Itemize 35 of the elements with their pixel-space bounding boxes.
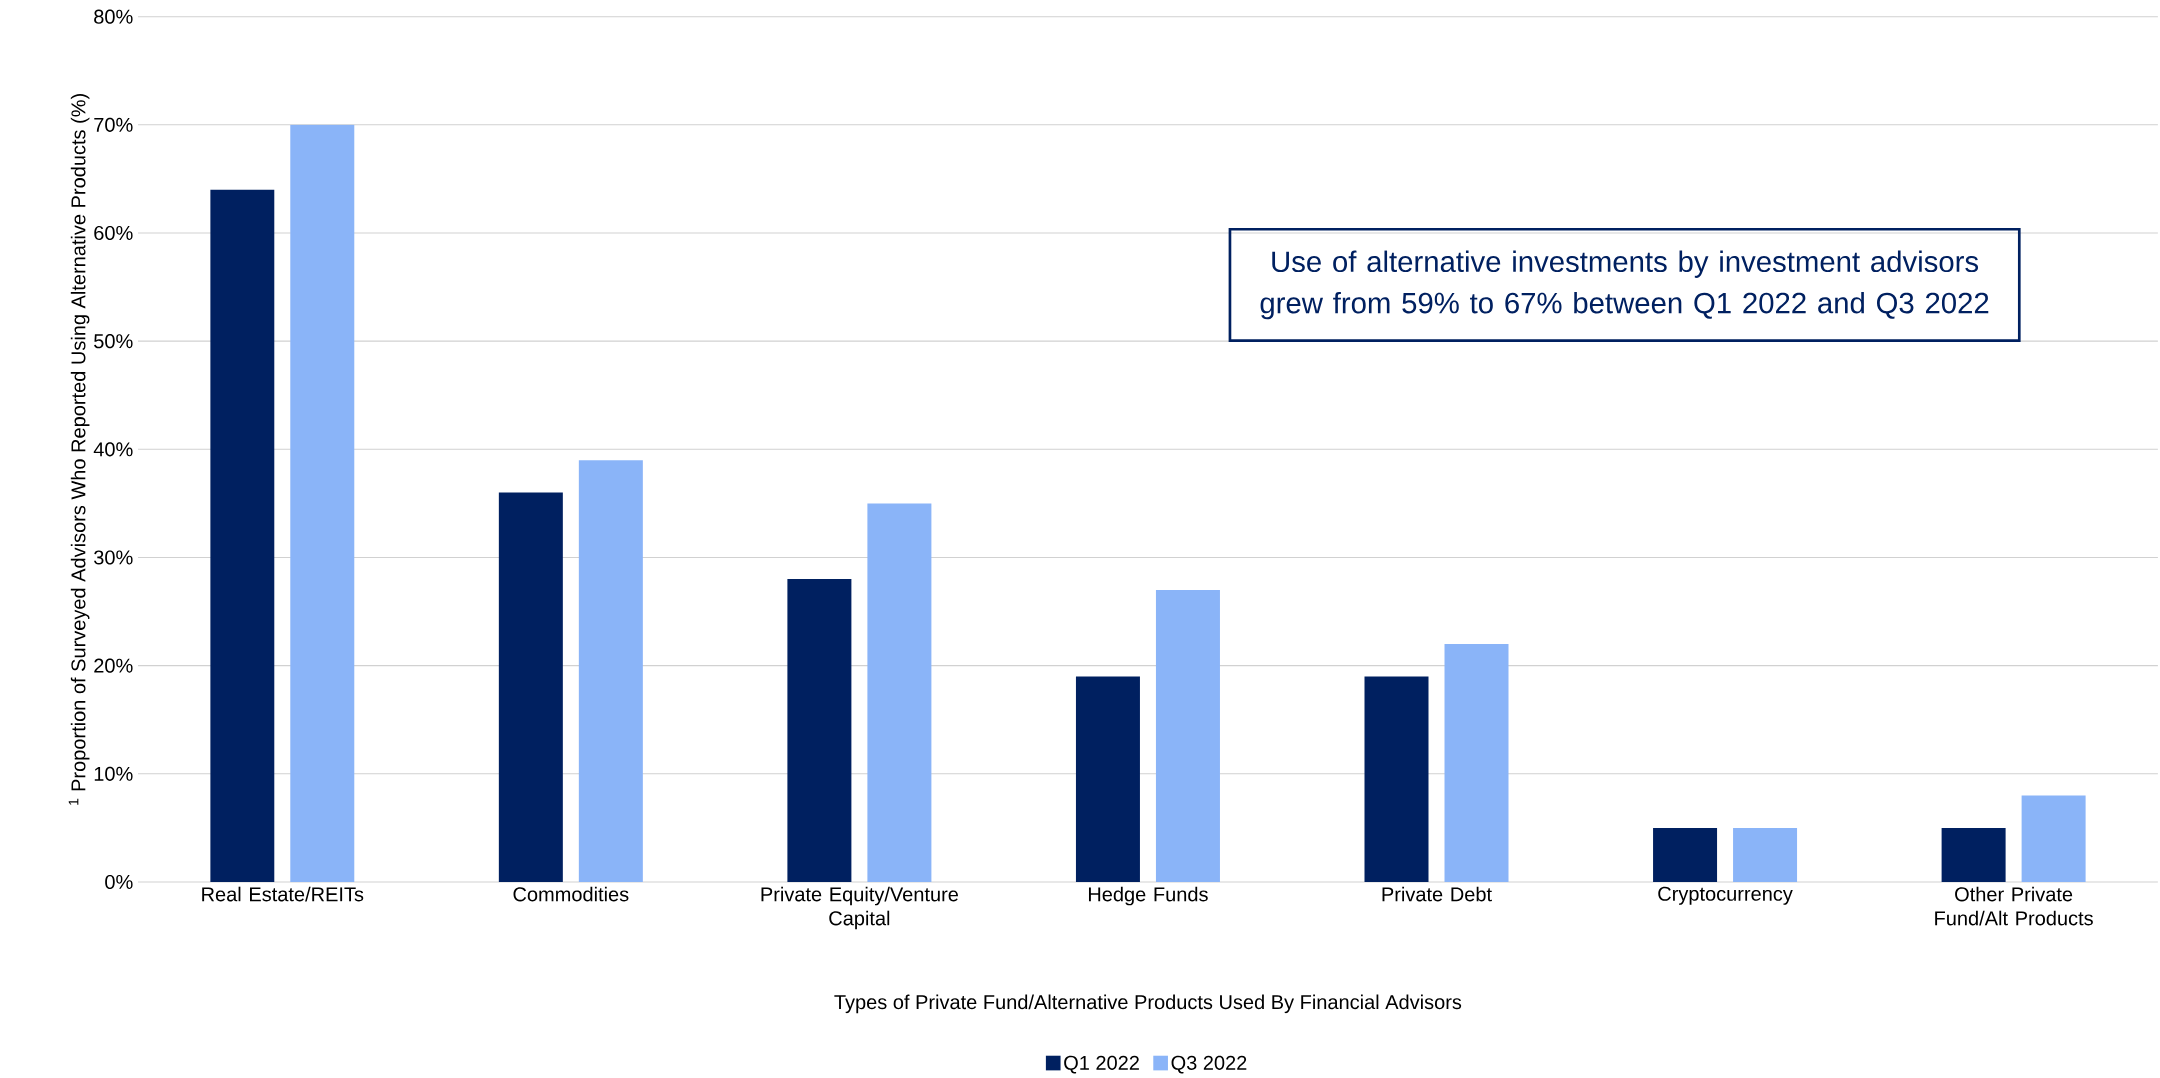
bar: [210, 189, 275, 882]
bar: [1941, 827, 2006, 882]
y-tick-label: 80%: [94, 9, 133, 24]
x-tick-label: Hedge Funds: [1088, 886, 1208, 906]
bar: [1733, 827, 1798, 882]
bar: [1364, 676, 1429, 882]
y-tick-label: 50%: [94, 334, 133, 349]
bar: [1075, 676, 1140, 882]
legend-label: Q1 2022: [1064, 1055, 1139, 1074]
x-tick-label: Commodities: [513, 886, 629, 902]
bar: [1653, 827, 1718, 882]
bar: [2021, 795, 2086, 882]
legend-label: Q3 2022: [1171, 1055, 1247, 1074]
y-axis-title: $^{1}$ Proportion of Surveyed Advisors Who Reported Using Alternative Products (%): [68, 94, 90, 805]
bar: [498, 492, 563, 882]
bar: [1155, 589, 1220, 882]
y-tick-label: 10%: [94, 766, 133, 781]
y-tick-label: 60%: [94, 225, 133, 241]
x-axis-title: Types of Private Fund/Alternative Products Used By Financial Advisors: [834, 994, 1462, 1014]
x-tick-label: Other Private Fund/Alt Products: [1935, 886, 2093, 926]
bar: [578, 460, 643, 882]
x-tick-label: Private Equity/Venture Capital: [761, 886, 958, 930]
x-tick-label: Cryptocurrency: [1658, 886, 1793, 905]
x-tick-label: Real Estate/REITs: [202, 886, 364, 902]
y-tick-label: 40%: [93, 442, 133, 457]
x-tick-label: Private Debt: [1382, 886, 1492, 902]
annotation: Use of alternative investments by investment advisors grew from 59% to 67% between Q1 2022 and Q3 2022: [1260, 250, 1989, 320]
bar: [867, 503, 932, 882]
bar: [290, 124, 355, 882]
bar: [787, 579, 852, 882]
y-tick-label: 20%: [94, 658, 133, 673]
y-tick-label: 0%: [105, 874, 133, 890]
y-tick-label: 30%: [94, 550, 133, 565]
bar: [1444, 644, 1509, 882]
y-tick-label: 70%: [94, 117, 133, 132]
